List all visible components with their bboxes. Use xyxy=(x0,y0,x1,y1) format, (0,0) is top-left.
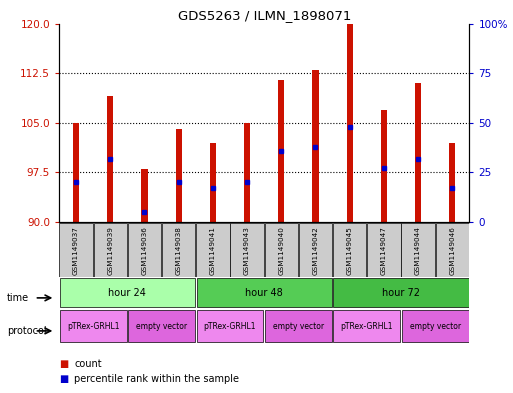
Text: GSM1149041: GSM1149041 xyxy=(210,226,216,275)
Bar xyxy=(107,96,113,222)
Text: protocol: protocol xyxy=(7,326,46,336)
Text: GSM1149044: GSM1149044 xyxy=(415,226,421,275)
Text: hour 24: hour 24 xyxy=(108,288,146,298)
Text: GSM1149046: GSM1149046 xyxy=(449,226,456,275)
Text: percentile rank within the sample: percentile rank within the sample xyxy=(74,374,240,384)
Text: GSM1149043: GSM1149043 xyxy=(244,226,250,275)
Bar xyxy=(162,222,195,277)
Bar xyxy=(333,278,468,307)
Text: GSM1149038: GSM1149038 xyxy=(175,226,182,275)
Bar xyxy=(449,143,456,222)
Text: pTRex-GRHL1: pTRex-GRHL1 xyxy=(341,322,393,331)
Bar xyxy=(278,80,284,222)
Bar xyxy=(401,222,435,277)
Bar xyxy=(230,222,264,277)
Text: ■: ■ xyxy=(59,374,68,384)
Bar xyxy=(210,143,216,222)
Bar xyxy=(402,310,468,342)
Bar xyxy=(333,222,366,277)
Text: GSM1149047: GSM1149047 xyxy=(381,226,387,275)
Text: empty vector: empty vector xyxy=(410,322,461,331)
Bar xyxy=(128,222,161,277)
Text: GSM1149037: GSM1149037 xyxy=(73,226,79,275)
Text: GSM1149039: GSM1149039 xyxy=(107,226,113,275)
Bar xyxy=(60,310,127,342)
Title: GDS5263 / ILMN_1898071: GDS5263 / ILMN_1898071 xyxy=(177,9,351,22)
Text: empty vector: empty vector xyxy=(136,322,187,331)
Text: hour 72: hour 72 xyxy=(382,288,420,298)
Text: pTRex-GRHL1: pTRex-GRHL1 xyxy=(67,322,120,331)
Bar xyxy=(175,129,182,222)
Text: GSM1149036: GSM1149036 xyxy=(142,226,148,275)
Bar xyxy=(244,123,250,222)
Bar xyxy=(299,222,332,277)
Bar xyxy=(73,123,79,222)
Text: hour 48: hour 48 xyxy=(245,288,283,298)
Bar xyxy=(265,310,332,342)
Text: GSM1149042: GSM1149042 xyxy=(312,226,319,275)
Bar xyxy=(128,310,195,342)
Bar xyxy=(265,222,298,277)
Bar xyxy=(60,222,93,277)
Bar xyxy=(60,278,195,307)
Text: GSM1149040: GSM1149040 xyxy=(278,226,284,275)
Bar xyxy=(93,222,127,277)
Bar xyxy=(196,278,332,307)
Text: ■: ■ xyxy=(59,359,68,369)
Text: count: count xyxy=(74,359,102,369)
Bar xyxy=(367,222,401,277)
Text: GSM1149045: GSM1149045 xyxy=(347,226,353,275)
Bar xyxy=(381,110,387,222)
Bar xyxy=(347,24,353,222)
Bar xyxy=(312,70,319,222)
Bar xyxy=(196,222,230,277)
Bar xyxy=(333,310,400,342)
Bar xyxy=(415,83,421,222)
Bar xyxy=(436,222,469,277)
Bar xyxy=(142,169,148,222)
Bar xyxy=(196,310,263,342)
Text: pTRex-GRHL1: pTRex-GRHL1 xyxy=(204,322,256,331)
Text: empty vector: empty vector xyxy=(273,322,324,331)
Text: time: time xyxy=(7,293,29,303)
